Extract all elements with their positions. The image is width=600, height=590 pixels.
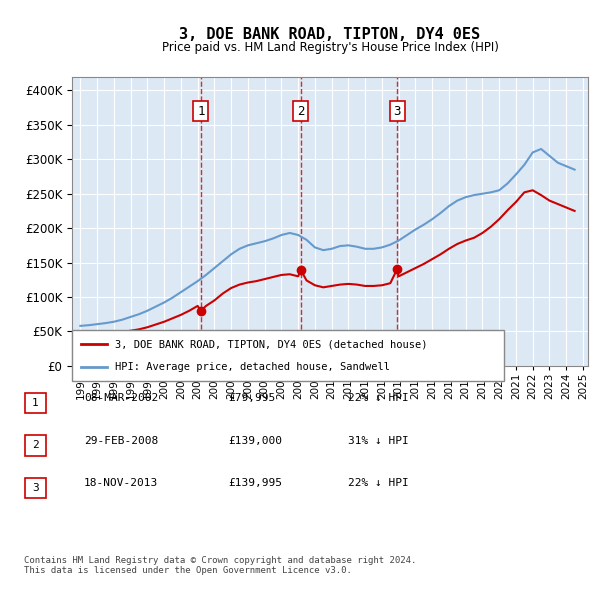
Text: 3, DOE BANK ROAD, TIPTON, DY4 0ES (detached house): 3, DOE BANK ROAD, TIPTON, DY4 0ES (detac…	[115, 339, 428, 349]
Text: £139,000: £139,000	[228, 436, 282, 445]
Text: Price paid vs. HM Land Registry's House Price Index (HPI): Price paid vs. HM Land Registry's House …	[161, 41, 499, 54]
Text: 1: 1	[197, 104, 205, 117]
Text: 3, DOE BANK ROAD, TIPTON, DY4 0ES: 3, DOE BANK ROAD, TIPTON, DY4 0ES	[179, 27, 481, 41]
Text: 3: 3	[393, 104, 401, 117]
FancyBboxPatch shape	[25, 393, 46, 413]
Text: 2: 2	[32, 441, 39, 450]
Text: 3: 3	[32, 483, 39, 493]
Text: £139,995: £139,995	[228, 478, 282, 488]
Text: 08-MAR-2002: 08-MAR-2002	[84, 394, 158, 403]
Text: 31% ↓ HPI: 31% ↓ HPI	[348, 436, 409, 445]
FancyBboxPatch shape	[25, 435, 46, 455]
Text: Contains HM Land Registry data © Crown copyright and database right 2024.
This d: Contains HM Land Registry data © Crown c…	[24, 556, 416, 575]
Text: HPI: Average price, detached house, Sandwell: HPI: Average price, detached house, Sand…	[115, 362, 390, 372]
Text: 2: 2	[297, 104, 305, 117]
Text: £79,995: £79,995	[228, 394, 275, 403]
Text: 22% ↓ HPI: 22% ↓ HPI	[348, 394, 409, 403]
Text: 18-NOV-2013: 18-NOV-2013	[84, 478, 158, 488]
FancyBboxPatch shape	[25, 478, 46, 498]
Text: 1: 1	[32, 398, 39, 408]
FancyBboxPatch shape	[72, 330, 504, 381]
Text: 22% ↓ HPI: 22% ↓ HPI	[348, 478, 409, 488]
Text: 29-FEB-2008: 29-FEB-2008	[84, 436, 158, 445]
